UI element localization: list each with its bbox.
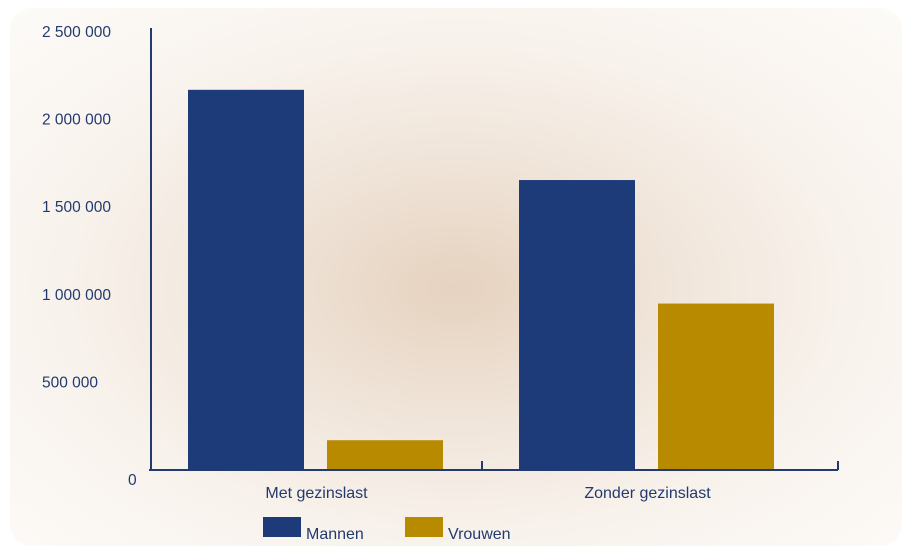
y-tick-label: 1 500 000 xyxy=(42,199,111,216)
legend-swatch-vrouwen xyxy=(405,517,443,537)
x-category-label: Zonder gezinslast xyxy=(584,485,711,502)
bar-vrouwen-1 xyxy=(327,440,443,470)
y-tick-label: 0 xyxy=(128,472,137,489)
legend-label-mannen: Mannen xyxy=(306,526,364,543)
bar-vrouwen-2 xyxy=(658,303,774,470)
x-category-label: Met gezinslast xyxy=(265,485,368,502)
legend-swatch-mannen xyxy=(263,517,301,537)
y-tick-label: 2 500 000 xyxy=(42,24,111,41)
legend-label-vrouwen: Vrouwen xyxy=(448,526,511,543)
y-tick-label: 500 000 xyxy=(42,374,98,391)
bars xyxy=(188,89,774,470)
y-axis: 0 500 000 1 000 000 1 500 000 2 000 000 2 500… xyxy=(42,24,152,489)
legend: Mannen Vrouwen xyxy=(263,517,511,543)
y-tick-label: 1 000 000 xyxy=(42,287,111,304)
bar-mannen-1 xyxy=(188,89,304,470)
bar-mannen-2 xyxy=(519,180,635,470)
y-tick-label: 2 000 000 xyxy=(42,112,111,129)
x-axis: Met gezinslast Zonder gezinslast xyxy=(149,461,839,502)
